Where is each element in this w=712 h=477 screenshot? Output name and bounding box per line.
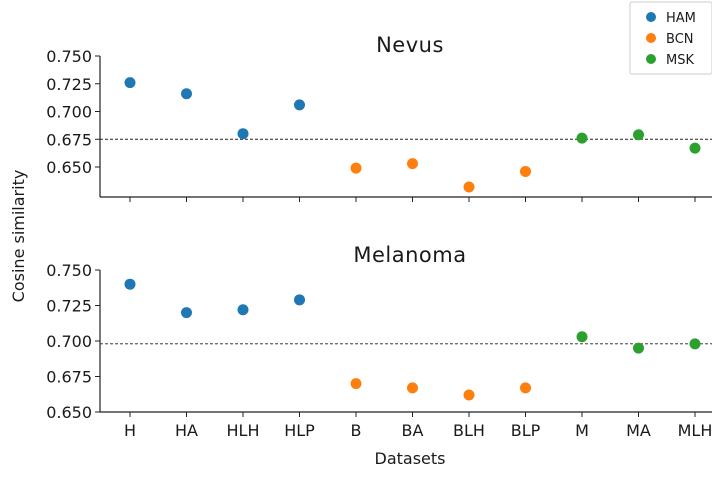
y-tick-label: 0.750 xyxy=(46,47,92,66)
legend-marker xyxy=(646,54,656,64)
data-point xyxy=(520,382,531,394)
legend-label: HAM xyxy=(666,11,696,26)
data-point xyxy=(576,331,588,343)
panel-0: Nevus 0.650 0.675 0.700 0.725 0.750 xyxy=(46,33,712,202)
y-tick-label: 0.650 xyxy=(46,158,92,177)
legend-marker xyxy=(646,33,656,43)
y-tick-label: 0.675 xyxy=(46,368,92,387)
data-point xyxy=(294,99,305,111)
legend-marker xyxy=(646,12,656,22)
data-point xyxy=(576,132,588,144)
data-point xyxy=(350,162,362,174)
data-point xyxy=(350,378,362,390)
x-tick-label: B xyxy=(351,421,362,440)
data-point xyxy=(181,307,192,319)
data-point xyxy=(294,294,305,306)
x-tick-label: BA xyxy=(402,421,424,440)
x-tick-label: MLH xyxy=(678,421,712,440)
x-tick-label: MA xyxy=(626,421,651,440)
legend-label: BCN xyxy=(666,32,694,47)
data-point xyxy=(237,304,249,316)
data-point xyxy=(463,181,475,193)
x-tick-label: BLP xyxy=(511,421,541,440)
data-point xyxy=(689,338,701,350)
data-point xyxy=(520,165,531,177)
x-tick-label: BLH xyxy=(453,421,485,440)
y-tick-label: 0.675 xyxy=(46,130,92,149)
x-axis-title: Datasets xyxy=(375,449,446,468)
chart-panels: Nevus 0.650 0.675 0.700 0.725 0.750 Melanoma 0.… xyxy=(46,33,712,440)
y-tick-label: 0.725 xyxy=(46,75,92,94)
panel-title: Nevus xyxy=(376,33,444,57)
y-tick-label: 0.725 xyxy=(46,297,92,316)
y-tick-label: 0.650 xyxy=(46,403,92,422)
chart-legend: HAM BCN MSK xyxy=(629,1,712,75)
x-tick-label: HLP xyxy=(284,421,315,440)
data-point xyxy=(181,88,192,100)
x-tick-label: HA xyxy=(175,421,198,440)
data-point xyxy=(124,77,136,89)
y-tick-label: 0.700 xyxy=(46,103,92,122)
panel-title: Melanoma xyxy=(353,243,466,267)
y-tick-label: 0.750 xyxy=(46,261,92,280)
x-tick-label: M xyxy=(575,421,589,440)
legend-label: MSK xyxy=(666,53,694,68)
data-point xyxy=(237,128,249,140)
data-point xyxy=(633,342,644,354)
data-point xyxy=(689,142,701,154)
x-tick-label: HLH xyxy=(227,421,260,440)
data-point xyxy=(124,278,136,290)
data-point xyxy=(633,129,644,141)
y-axis-title: Cosine similarity xyxy=(9,170,28,303)
data-point xyxy=(407,382,418,394)
panel-1: Melanoma 0.650 0.675 0.700 0.725 0.750 H HA HLH H… xyxy=(46,243,712,440)
data-point xyxy=(463,389,475,401)
y-tick-label: 0.700 xyxy=(46,332,92,351)
x-tick-label: H xyxy=(124,421,136,440)
data-point xyxy=(407,158,418,170)
